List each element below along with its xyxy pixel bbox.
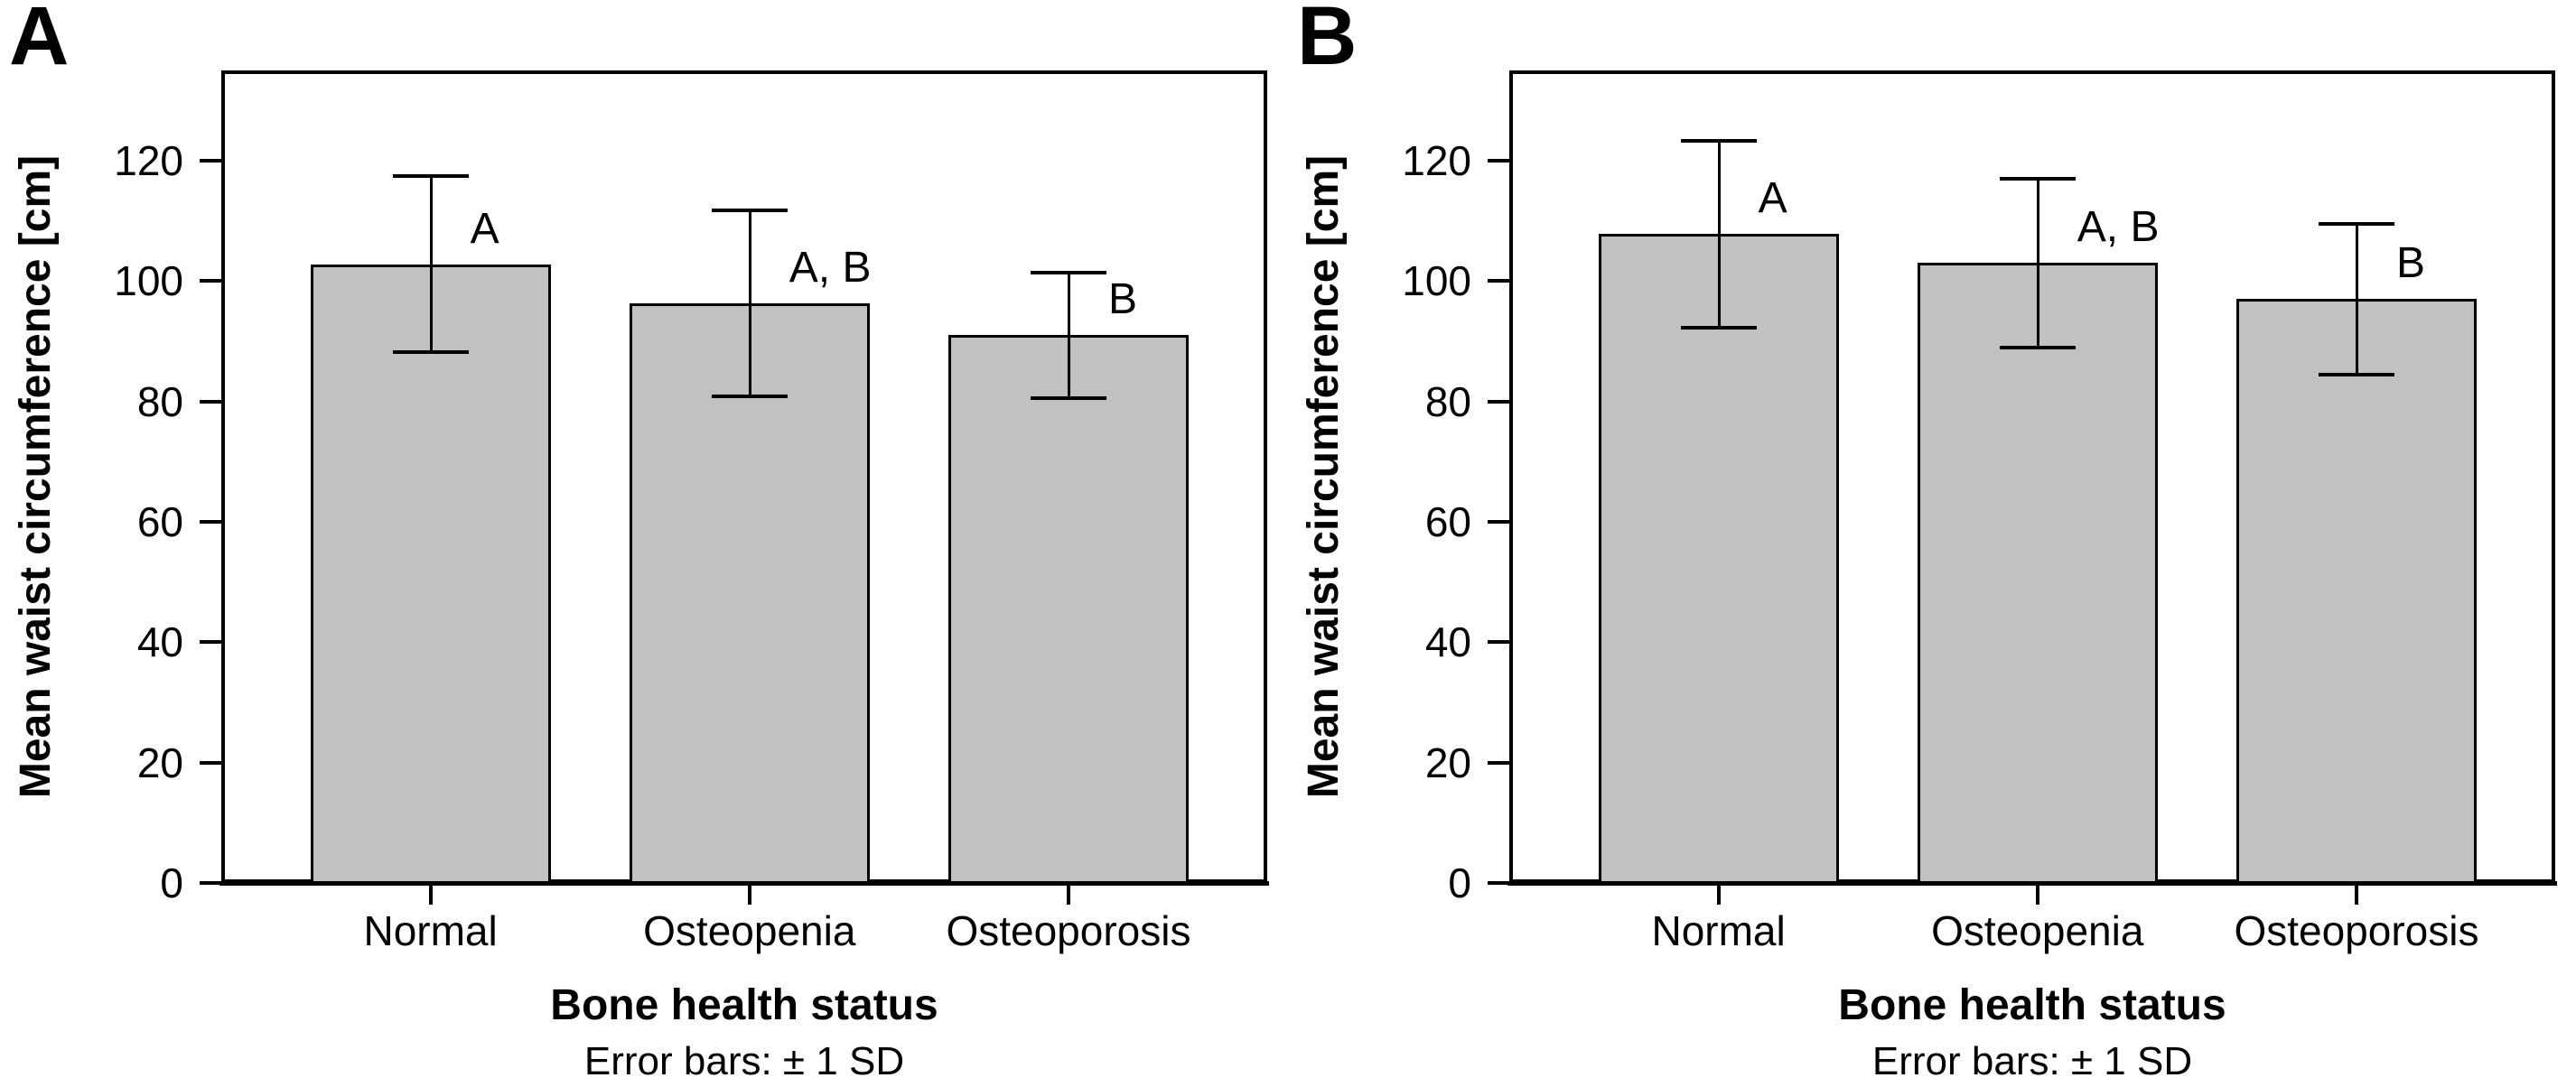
error-bar-cap-bottom [2318,372,2394,376]
error-bar-cap-top [2318,222,2394,226]
bar-osteopenia [629,303,870,885]
error-bar-cap-bottom [1999,345,2076,349]
x-category-label: Osteoporosis [946,907,1191,954]
y-tick-mark [1488,520,1509,524]
y-tick-label: 60 [1424,498,1471,545]
panel-letter: B [1297,0,1357,82]
y-tick-label: 60 [136,498,183,545]
y-tick-mark [200,640,221,645]
error-bar-cap-top [392,174,469,179]
y-tick-label: 120 [114,137,183,184]
error-bars-footnote: Error bars: ± 1 SD [1871,1039,2193,1083]
x-axis-title: Bone health status [1838,981,2226,1029]
significance-label: A, B [2077,203,2160,252]
error-bar-line [429,176,433,352]
error-bar-line [748,209,751,397]
significance-label: A [1758,174,1787,223]
x-axis-title: Bone health status [550,981,938,1029]
y-tick-label: 40 [1424,618,1471,666]
y-tick-label: 0 [1448,859,1471,906]
x-category-label: Osteopenia [643,907,856,954]
error-bar-cap-bottom [1680,325,1757,330]
significance-label: B [1107,275,1137,324]
y-tick-label: 40 [136,618,183,666]
y-tick-mark [1488,640,1509,645]
x-tick-mark [2354,885,2358,905]
y-tick-mark [200,760,221,765]
x-tick-mark [2035,885,2039,905]
x-tick-mark [1716,885,1721,905]
error-bars-footnote: Error bars: ± 1 SD [583,1039,905,1083]
panel-a: A Mean waist circumference [cm] 0 20 40 60 80 1… [9,0,1269,1083]
bar-osteopenia [1917,263,2158,885]
error-bar-cap-top [1680,139,1757,143]
error-bar-cap-top [1030,271,1106,274]
x-axis-line [219,881,1269,886]
y-tick-label: 80 [136,377,183,425]
y-tick-label: 80 [1424,377,1471,425]
error-bar-line [1067,273,1070,398]
y-tick-label: 0 [160,859,183,906]
bar-osteoporosis [2235,299,2477,885]
y-tick-label: 100 [114,257,183,305]
significance-label: A, B [789,244,872,292]
x-tick-mark [428,885,433,905]
error-bar-cap-bottom [711,395,788,399]
panel-letter: A [9,0,69,82]
y-tick-label: 120 [1402,137,1471,184]
error-bar-cap-top [1999,177,2076,181]
bar-normal [310,264,551,885]
error-bar-cap-bottom [1030,395,1106,400]
x-axis-line [1507,881,2557,886]
bar-normal [1598,234,1839,885]
error-bar-line [1717,141,1721,328]
x-tick-mark [1066,885,1070,905]
y-tick-mark [200,159,221,163]
y-tick-mark [1488,159,1509,163]
y-tick-mark [200,520,221,524]
x-tick-mark [747,885,751,905]
y-tick-mark [200,399,221,404]
x-category-label: Normal [363,907,498,954]
error-bar-line [2355,224,2358,375]
significance-label: B [2395,239,2425,288]
error-bar-line [2036,179,2039,348]
y-tick-label: 20 [1424,739,1471,786]
significance-label: A [470,204,499,253]
panel-b: B Mean waist circumference [cm] 0 20 40 60 80 1… [1288,0,2576,1087]
y-tick-mark [1488,399,1509,404]
x-category-label: Normal [1651,907,1786,954]
y-tick-mark [1488,279,1509,283]
y-tick-label: 100 [1402,257,1471,305]
y-tick-mark [200,279,221,283]
y-tick-mark [200,881,221,885]
error-bar-cap-top [711,208,788,212]
x-category-label: Osteoporosis [2234,907,2479,954]
x-category-label: Osteopenia [1931,907,2144,954]
y-tick-label: 20 [136,739,183,786]
y-tick-mark [1488,760,1509,765]
bar-osteoporosis [947,335,1189,885]
error-bar-cap-bottom [392,350,469,354]
y-tick-mark [1488,881,1509,885]
